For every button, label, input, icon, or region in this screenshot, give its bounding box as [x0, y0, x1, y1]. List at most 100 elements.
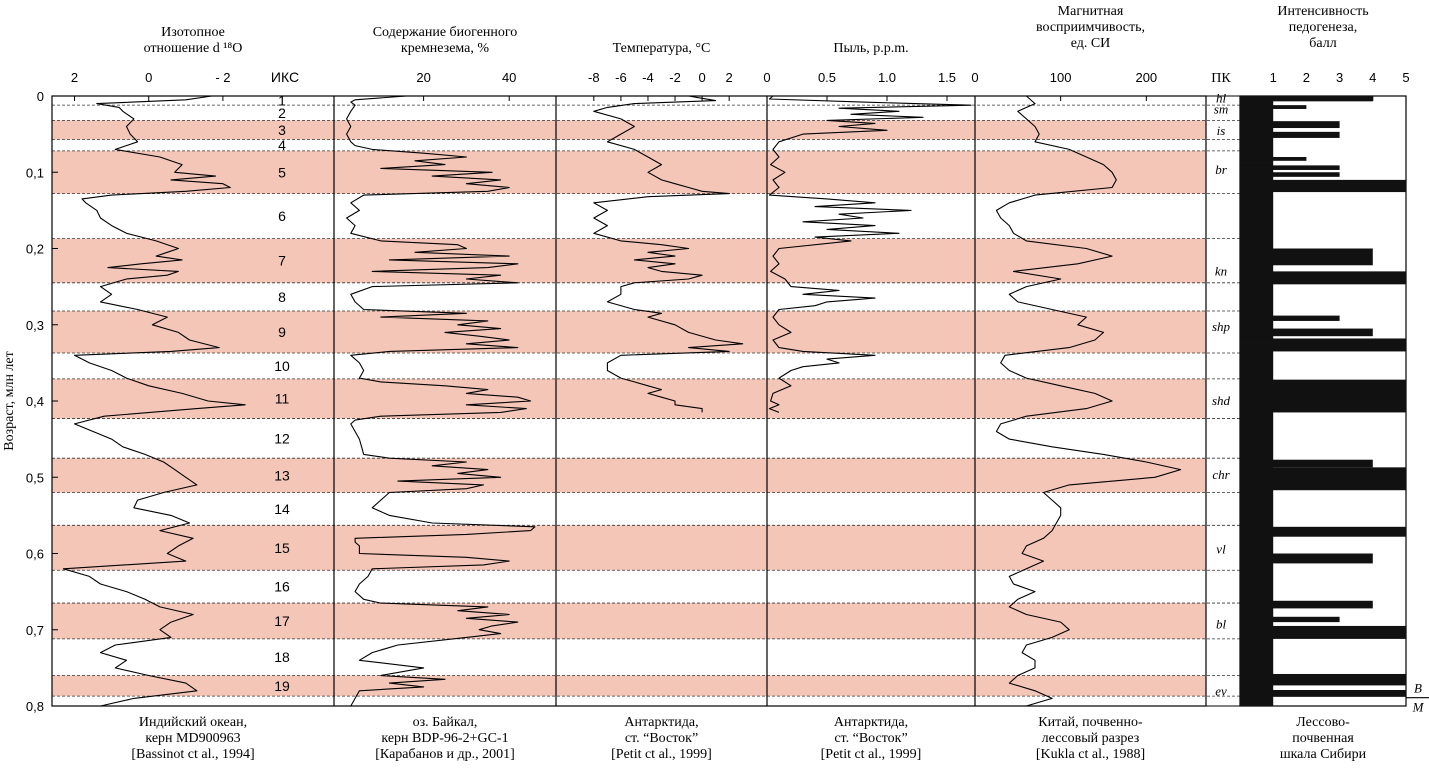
panel-caption-silica: керн BDP-96-2+GC-1 — [381, 731, 508, 746]
soil-complex-label: kn — [1215, 263, 1227, 278]
warm-stage-band — [334, 238, 556, 283]
series-line-isotope — [62, 95, 246, 707]
panel-title-silica: Содержание биогенного — [373, 25, 518, 40]
pedogenesis-bar — [1240, 625, 1406, 639]
magnetic-boundary-lower: M — [1412, 700, 1425, 715]
warm-stage-band — [52, 150, 334, 194]
x-tick-label-silica: 20 — [416, 70, 430, 85]
mis-stage-label: 19 — [274, 678, 290, 694]
x-tick-label-dust: 0.5 — [818, 70, 836, 85]
panel-caption-temperature: ст. “Восток” — [625, 731, 698, 746]
warm-stage-band — [52, 311, 334, 353]
stage-bands — [52, 104, 1240, 697]
mis-stage-label: 18 — [274, 649, 290, 665]
pedogenesis-bar — [1240, 328, 1373, 337]
x-tick-label-isotope: - 2 — [215, 70, 230, 85]
warm-stage-band — [975, 150, 1206, 194]
pedogenesis-bar — [1240, 96, 1373, 102]
mis-stage-label: 3 — [278, 122, 286, 138]
warm-stage-band — [334, 603, 556, 639]
x-tick-label-magnetic: 100 — [1050, 70, 1072, 85]
pedogenesis-bar — [1240, 338, 1406, 352]
panel-caption-dust: Антарктида, — [834, 715, 908, 730]
warm-stage-band — [767, 525, 975, 571]
y-tick-label: 0,8 — [26, 699, 44, 714]
soil-complex-label: sm — [1214, 102, 1228, 117]
soil-complex-label: is — [1217, 123, 1226, 138]
warm-stage-band — [334, 150, 556, 194]
pedogenesis-bar — [1240, 553, 1373, 564]
warm-stage-band — [767, 458, 975, 493]
y-tick-label: 0,7 — [26, 623, 44, 638]
pedogenesis-bar — [1240, 459, 1373, 468]
soil-complex-label: chr — [1212, 467, 1230, 482]
panel-caption-silica: оз. Байкал, — [413, 715, 478, 730]
panel-caption-isotope: керн MD900963 — [145, 731, 240, 746]
soil-complex-label: vl — [1216, 542, 1226, 557]
y-tick-label: 0,3 — [26, 318, 44, 333]
pedogenesis-bar — [1240, 689, 1406, 697]
pedogenesis-bar — [1240, 121, 1340, 129]
warm-stage-band — [334, 675, 556, 697]
mis-stage-label: 4 — [278, 137, 286, 153]
soil-complex-label: shp — [1212, 319, 1231, 334]
warm-stage-band — [556, 675, 767, 697]
x-tick-label-isotope: 2 — [71, 70, 78, 85]
warm-stage-band — [334, 525, 556, 571]
warm-stage-band — [52, 525, 334, 571]
warm-stage-band — [975, 120, 1206, 140]
warm-stage-band — [556, 150, 767, 194]
panel-title-pedogenesis: балл — [1309, 36, 1336, 51]
series-line-magnetic — [995, 95, 1182, 707]
warm-stage-band — [556, 120, 767, 140]
x-tick-label-pedogenesis: 1 — [1270, 70, 1277, 85]
panel-caption-pedogenesis: почвенная — [1292, 731, 1354, 746]
x-tick-label-dust: 1.5 — [938, 70, 956, 85]
mis-stage-label: 8 — [278, 289, 286, 305]
panel-title-pedogenesis: Интенсивность — [1277, 4, 1368, 19]
panel-title-isotope: Изотопное — [161, 25, 225, 40]
warm-stage-band — [975, 675, 1206, 697]
warm-stage-band — [556, 458, 767, 493]
series-line-dust — [768, 95, 972, 413]
panel-title-magnetic: Магнитная — [1058, 4, 1124, 19]
data-curves — [62, 95, 1406, 707]
x-tick-label-pedogenesis: 3 — [1336, 70, 1343, 85]
chart-labels: 0 0,1 0,2 0,3 0,4 0,5 0,6 0,7 0,8 Возраст, млн ле… — [2, 4, 1425, 762]
mis-stage-label: 2 — [278, 105, 286, 121]
pedogenesis-bar — [1240, 379, 1406, 413]
mis-stage-label: 13 — [274, 467, 290, 483]
warm-stage-band — [767, 378, 975, 419]
pedogenesis-bar — [1240, 467, 1406, 491]
x-tick-label-temperature: 2 — [726, 70, 733, 85]
warm-stage-band — [556, 525, 767, 571]
panel-title-magnetic: ед. СИ — [1071, 36, 1111, 51]
soil-complex-label: shd — [1212, 393, 1231, 408]
y-tick-label: 0,1 — [26, 165, 44, 180]
warm-stage-band — [975, 603, 1206, 639]
x-tick-label-pedogenesis: 5 — [1402, 70, 1409, 85]
warm-stage-band — [556, 378, 767, 419]
pedogenesis-bar — [1240, 315, 1340, 321]
warm-stage-band — [975, 458, 1206, 493]
mis-stage-label: 11 — [275, 391, 290, 407]
x-tick-label-pedogenesis: 4 — [1369, 70, 1376, 85]
panel-title-temperature: Температура, °C — [613, 41, 711, 56]
warm-stage-band — [52, 120, 334, 140]
mis-stage-label: 15 — [274, 540, 290, 556]
warm-stage-band — [52, 378, 334, 419]
pedogenesis-bar — [1240, 131, 1340, 138]
warm-stage-band — [975, 525, 1206, 571]
y-axis-title: Возраст, млн лет — [2, 351, 17, 451]
warm-stage-band — [334, 120, 556, 140]
mis-stage-label: 5 — [278, 164, 286, 180]
panel-caption-magnetic: лессовый разрез — [1042, 731, 1140, 746]
pedogenesis-bar — [1240, 157, 1307, 161]
y-tick-label: 0,4 — [26, 394, 44, 409]
y-tick-label: 0,6 — [26, 547, 44, 562]
pedogenesis-bar — [1240, 179, 1406, 193]
pedogenesis-bar — [1240, 600, 1373, 609]
panel-title-silica: кремнезема, % — [401, 41, 489, 56]
x-tick-label-silica: 40 — [502, 70, 516, 85]
x-tick-label-temperature: -8 — [588, 70, 600, 85]
